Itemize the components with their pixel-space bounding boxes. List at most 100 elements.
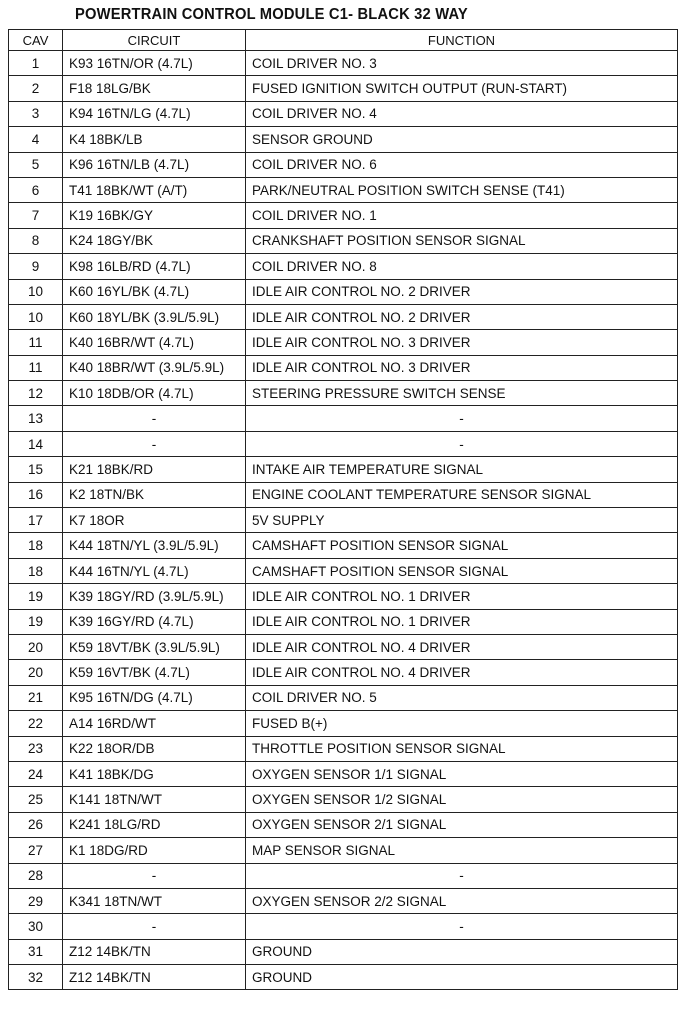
cav-cell: 10 bbox=[8, 303, 63, 331]
cav-cell: 22 bbox=[8, 710, 63, 737]
table-row: 21 K95 16TN/DG (4.7L) COIL DRIVER NO. 5 bbox=[8, 684, 678, 712]
circuit-cell: K98 16LB/RD (4.7L) bbox=[62, 253, 246, 280]
cav-cell: 19 bbox=[8, 608, 63, 635]
table-row: 6 T41 18BK/WT (A/T) PARK/NEUTRAL POSITION … bbox=[8, 176, 678, 204]
circuit-cell: K2 18TN/BK bbox=[62, 481, 246, 509]
function-cell: COIL DRIVER NO. 6 bbox=[245, 151, 678, 178]
cav-cell: 29 bbox=[8, 887, 63, 915]
circuit-cell: K40 16BR/WT (4.7L) bbox=[62, 329, 246, 356]
function-cell: FUSED B(+) bbox=[245, 710, 678, 737]
cav-cell: 6 bbox=[8, 176, 63, 204]
cav-cell: 1 bbox=[8, 49, 63, 77]
table-row: 8 K24 18GY/BK CRANKSHAFT POSITION SENSOR S… bbox=[8, 227, 678, 255]
table-row: 7 K19 16BK/GY COIL DRIVER NO. 1 bbox=[8, 202, 678, 229]
circuit-cell: K40 18BR/WT (3.9L/5.9L) bbox=[62, 354, 246, 382]
function-cell: FUSED IGNITION SWITCH OUTPUT (RUN-START) bbox=[245, 75, 678, 102]
table-row: 17 K7 18OR 5V SUPPLY bbox=[8, 507, 678, 534]
circuit-cell: - bbox=[62, 430, 246, 458]
cav-cell: 13 bbox=[8, 405, 63, 432]
function-cell: - bbox=[245, 862, 678, 889]
function-cell: COIL DRIVER NO. 3 bbox=[245, 49, 678, 77]
function-cell: COIL DRIVER NO. 5 bbox=[245, 684, 678, 712]
function-cell: CAMSHAFT POSITION SENSOR SIGNAL bbox=[245, 557, 678, 585]
cav-cell: 12 bbox=[8, 380, 63, 407]
cav-cell: 11 bbox=[8, 354, 63, 382]
table-row: 31 Z12 14BK/TN GROUND bbox=[8, 938, 678, 966]
function-cell: PARK/NEUTRAL POSITION SWITCH SENSE (T41) bbox=[245, 176, 678, 204]
table-row: 9 K98 16LB/RD (4.7L) COIL DRIVER NO. 8 bbox=[8, 253, 678, 280]
function-cell: IDLE AIR CONTROL NO. 3 DRIVER bbox=[245, 354, 678, 382]
cav-cell: 27 bbox=[8, 837, 63, 864]
function-cell: GROUND bbox=[245, 938, 678, 966]
cav-cell: 14 bbox=[8, 430, 63, 458]
function-cell: - bbox=[245, 405, 678, 432]
circuit-cell: K10 18DB/OR (4.7L) bbox=[62, 380, 246, 407]
circuit-cell: K22 18OR/DB bbox=[62, 735, 246, 762]
table-row: 20 K59 16VT/BK (4.7L) IDLE AIR CONTROL NO.… bbox=[8, 659, 678, 686]
circuit-cell: - bbox=[62, 862, 246, 889]
function-cell: COIL DRIVER NO. 4 bbox=[245, 100, 678, 128]
table-row: 22 A14 16RD/WT FUSED B(+) bbox=[8, 710, 678, 737]
cav-cell: 8 bbox=[8, 227, 63, 255]
function-cell: IDLE AIR CONTROL NO. 4 DRIVER bbox=[245, 659, 678, 686]
circuit-cell: K141 18TN/WT bbox=[62, 786, 246, 813]
circuit-cell: Z12 14BK/TN bbox=[62, 938, 246, 966]
circuit-cell: K59 16VT/BK (4.7L) bbox=[62, 659, 246, 686]
cav-cell: 10 bbox=[8, 278, 63, 305]
circuit-cell: K1 18DG/RD bbox=[62, 837, 246, 864]
cav-cell: 18 bbox=[8, 557, 63, 585]
table-row: 30- - bbox=[8, 913, 678, 940]
function-cell: COIL DRIVER NO. 1 bbox=[245, 202, 678, 229]
circuit-cell: - bbox=[62, 913, 246, 940]
function-cell: IDLE AIR CONTROL NO. 4 DRIVER bbox=[245, 633, 678, 661]
circuit-cell: K44 16TN/YL (4.7L) bbox=[62, 557, 246, 585]
circuit-cell: K94 16TN/LG (4.7L) bbox=[62, 100, 246, 128]
cav-cell: 17 bbox=[8, 507, 63, 534]
cav-cell: 30 bbox=[8, 913, 63, 940]
function-cell: COIL DRIVER NO. 8 bbox=[245, 253, 678, 280]
circuit-cell: K44 18TN/YL (3.9L/5.9L) bbox=[62, 532, 246, 559]
circuit-cell: A14 16RD/WT bbox=[62, 710, 246, 737]
header-row: CAV CIRCUIT FUNCTION bbox=[8, 29, 678, 51]
cav-cell: 26 bbox=[8, 811, 63, 839]
table-row: 10 K60 18YL/BK (3.9L/5.9L) IDLE AIR CONTRO… bbox=[8, 303, 678, 331]
function-cell: IDLE AIR CONTROL NO. 2 DRIVER bbox=[245, 278, 678, 305]
table-row: 25 K141 18TN/WT OXYGEN SENSOR 1/2 SIGNAL bbox=[8, 786, 678, 813]
table-row: 4 K4 18BK/LB SENSOR GROUND bbox=[8, 126, 678, 153]
cav-cell: 31 bbox=[8, 938, 63, 966]
circuit-cell: K19 16BK/GY bbox=[62, 202, 246, 229]
function-cell: OXYGEN SENSOR 1/2 SIGNAL bbox=[245, 786, 678, 813]
table-row: 20 K59 18VT/BK (3.9L/5.9L) IDLE AIR CONTRO… bbox=[8, 633, 678, 661]
table-row: 11 K40 18BR/WT (3.9L/5.9L) IDLE AIR CONTRO… bbox=[8, 354, 678, 382]
table-row: 27 K1 18DG/RD MAP SENSOR SIGNAL bbox=[8, 837, 678, 864]
circuit-cell: Z12 14BK/TN bbox=[62, 964, 246, 991]
table-row: 3 K94 16TN/LG (4.7L) COIL DRIVER NO. 4 bbox=[8, 100, 678, 128]
cav-cell: 16 bbox=[8, 481, 63, 509]
header-circuit: CIRCUIT bbox=[62, 29, 246, 51]
function-cell: ENGINE COOLANT TEMPERATURE SENSOR SIGNAL bbox=[245, 481, 678, 509]
table-row: 19 K39 18GY/RD (3.9L/5.9L) IDLE AIR CONTRO… bbox=[8, 583, 678, 610]
table-row: 18 K44 18TN/YL (3.9L/5.9L) CAMSHAFT POSITI… bbox=[8, 532, 678, 559]
circuit-cell: K60 16YL/BK (4.7L) bbox=[62, 278, 246, 305]
circuit-cell: K7 18OR bbox=[62, 507, 246, 534]
cav-cell: 18 bbox=[8, 532, 63, 559]
function-cell: CRANKSHAFT POSITION SENSOR SIGNAL bbox=[245, 227, 678, 255]
circuit-cell: K241 18LG/RD bbox=[62, 811, 246, 839]
table-row: 1 K93 16TN/OR (4.7L) COIL DRIVER NO. 3 bbox=[8, 49, 678, 77]
header-cav: CAV bbox=[8, 29, 63, 51]
cav-cell: 7 bbox=[8, 202, 63, 229]
circuit-cell: K60 18YL/BK (3.9L/5.9L) bbox=[62, 303, 246, 331]
cav-cell: 3 bbox=[8, 100, 63, 128]
cav-cell: 21 bbox=[8, 684, 63, 712]
table-row: 14- - bbox=[8, 430, 678, 458]
function-cell: - bbox=[245, 913, 678, 940]
cav-cell: 20 bbox=[8, 659, 63, 686]
circuit-cell: K39 18GY/RD (3.9L/5.9L) bbox=[62, 583, 246, 610]
cav-cell: 11 bbox=[8, 329, 63, 356]
function-cell: IDLE AIR CONTROL NO. 3 DRIVER bbox=[245, 329, 678, 356]
table-row: 15 K21 18BK/RD INTAKE AIR TEMPERATURE SIGN… bbox=[8, 456, 678, 483]
circuit-cell: T41 18BK/WT (A/T) bbox=[62, 176, 246, 204]
table-row: 28- - bbox=[8, 862, 678, 889]
table-row: 11 K40 16BR/WT (4.7L) IDLE AIR CONTROL NO.… bbox=[8, 329, 678, 356]
circuit-cell: F18 18LG/BK bbox=[62, 75, 246, 102]
